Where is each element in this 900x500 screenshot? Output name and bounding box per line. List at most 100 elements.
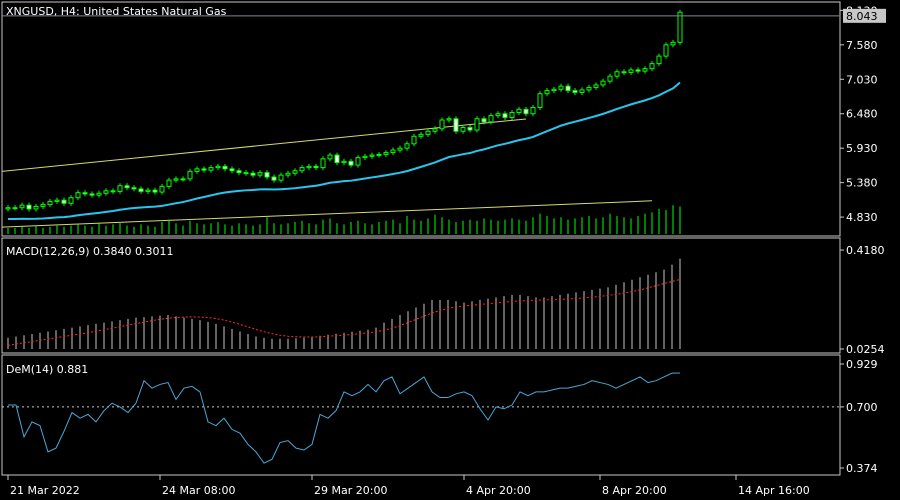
candle-body <box>376 153 382 156</box>
last-price-badge <box>843 8 886 23</box>
candle-body <box>124 185 130 189</box>
price-tick-label: 7.030 <box>846 73 878 86</box>
candle-body <box>383 152 389 155</box>
candle-body <box>243 172 249 175</box>
candle-body <box>390 149 396 154</box>
candle-body <box>271 176 277 181</box>
time-tick-label: 8 Apr 20:00 <box>602 484 667 497</box>
candle-body <box>159 185 165 193</box>
candle-body <box>558 85 564 90</box>
macd-pane-frame <box>1 237 841 354</box>
candle-body <box>19 204 25 209</box>
candle-body <box>229 168 235 172</box>
candle-body <box>481 118 487 123</box>
candle-body <box>285 172 291 176</box>
candle-body <box>334 154 340 164</box>
candle-body <box>131 187 137 190</box>
candle-body <box>236 170 242 174</box>
candle-body <box>628 69 634 73</box>
macd-signal <box>7 278 681 346</box>
candle-body <box>509 111 515 118</box>
candle-body <box>474 118 480 131</box>
candle-body <box>670 41 676 46</box>
candle-body <box>418 133 424 137</box>
candle-body <box>96 192 102 196</box>
candle-body <box>621 71 627 74</box>
candle-body <box>537 93 543 108</box>
time-tick-label: 29 Mar 20:00 <box>314 484 387 497</box>
candle-body <box>439 119 445 130</box>
candle-body <box>607 75 613 82</box>
candle-body <box>656 55 662 65</box>
time-tick-label: 4 Apr 20:00 <box>466 484 531 497</box>
candle-body <box>663 44 669 57</box>
candle-body <box>250 172 256 176</box>
price-tick-label: 6.480 <box>846 108 878 121</box>
candle-body <box>467 127 473 131</box>
candle-body <box>446 118 452 121</box>
candle-body <box>320 158 326 169</box>
candle-body <box>47 200 53 206</box>
candle-body <box>593 84 599 88</box>
demarker-axis: 0.929 0.700 0.374 <box>840 358 878 475</box>
candle-body <box>40 204 46 207</box>
candle-body <box>565 85 571 92</box>
candle-body <box>355 157 361 166</box>
candle-body <box>299 167 305 172</box>
candle-body <box>117 185 123 192</box>
demarker-pane-frame <box>1 354 841 476</box>
candle-body <box>369 154 375 157</box>
candle-body <box>152 189 158 193</box>
price-pane[interactable]: XNGUSD, H4: United States Natural Gas 8.… <box>1 1 886 237</box>
demarker-pane[interactable]: DeM(14) 0.881 0.929 0.700 0.374 <box>1 354 878 476</box>
volume-bars <box>7 205 681 234</box>
price-chart-title: XNGUSD, H4: United States Natural Gas <box>6 5 227 18</box>
macd-title: MACD(12,26,9) 0.3840 0.3011 <box>6 245 174 258</box>
candle-body <box>145 189 151 192</box>
candle-body <box>61 199 67 204</box>
last-price-label: 8.043 <box>846 10 878 23</box>
candle-body <box>12 207 18 210</box>
candle-body <box>278 174 284 181</box>
moving-average <box>8 81 681 220</box>
candle-body <box>341 160 347 164</box>
candle-body <box>187 170 193 180</box>
candle-body <box>33 205 39 210</box>
candle-body <box>201 168 207 171</box>
candle-body <box>642 68 648 72</box>
candle-body <box>600 80 606 86</box>
candle-body <box>180 178 186 181</box>
candle-body <box>502 113 508 118</box>
candle-body <box>614 71 620 77</box>
candle-body <box>432 128 438 132</box>
price-tick-label: 5.380 <box>846 177 878 190</box>
time-tick-label: 21 Mar 2022 <box>10 484 80 497</box>
macd-pane[interactable]: MACD(12,26,9) 0.3840 0.3011 0.4180 0.0254 <box>1 237 885 356</box>
candle-body <box>488 115 494 123</box>
candle-body <box>166 179 172 187</box>
demarker-tick-label: 0.374 <box>846 462 878 475</box>
candle-body <box>677 11 683 43</box>
candle-body <box>89 193 95 196</box>
candle-body <box>222 165 228 170</box>
channel-upper-line <box>1 118 527 172</box>
price-tick-label: 7.580 <box>846 39 878 52</box>
candle-body <box>68 197 74 204</box>
candle-body <box>110 190 116 193</box>
candle-body <box>138 188 144 192</box>
candle-body <box>313 165 319 169</box>
candle-body <box>495 113 501 117</box>
candle-body <box>516 108 522 113</box>
moving-average-line <box>8 81 681 220</box>
candle-body <box>453 118 459 132</box>
price-channel <box>1 118 653 228</box>
demarker-tick-label: 0.929 <box>846 358 878 371</box>
candle-body <box>523 108 529 115</box>
candle-body <box>5 207 11 210</box>
time-tick-label: 14 Apr 16:00 <box>738 484 810 497</box>
candle-body <box>173 178 179 181</box>
candle-body <box>586 86 592 91</box>
candle-body <box>649 63 655 70</box>
